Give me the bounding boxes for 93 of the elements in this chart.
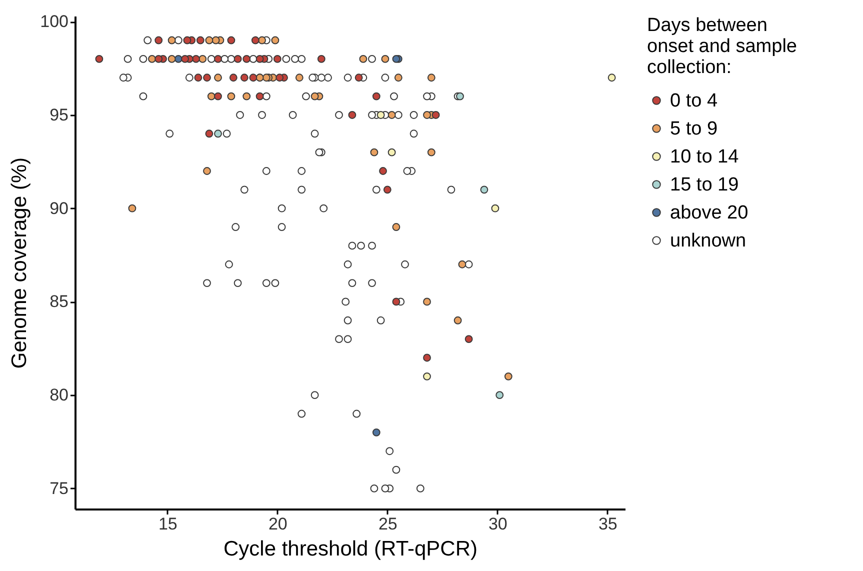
point [242, 54, 251, 63]
point [242, 92, 251, 100]
point [154, 36, 163, 44]
point [249, 74, 258, 82]
legend-title: Days between onset and sample collection: [647, 15, 797, 78]
point [370, 148, 378, 156]
y-tick-label: 75 [50, 478, 68, 498]
point [423, 298, 431, 306]
point [181, 54, 189, 63]
point [240, 74, 248, 82]
point [258, 36, 266, 44]
point [95, 54, 104, 63]
point [427, 74, 436, 82]
point [354, 74, 363, 82]
point [192, 54, 200, 63]
point [227, 36, 236, 44]
point [381, 54, 390, 63]
point [379, 167, 387, 175]
legend-label: 5 to 9 [670, 118, 718, 140]
point [491, 204, 500, 212]
y-tick-label: 95 [50, 105, 68, 124]
point [214, 92, 222, 100]
x-axis-title: Cycle threshold (RT-qPCR) [223, 538, 478, 560]
x-tick-label: 15 [158, 514, 178, 534]
point [359, 54, 368, 63]
point [295, 74, 304, 82]
point [317, 54, 326, 63]
point [276, 74, 284, 82]
point [194, 74, 202, 82]
point [423, 111, 431, 119]
point [348, 111, 356, 119]
point [423, 354, 431, 362]
legend-label: 15 to 19 [670, 174, 739, 196]
point [214, 74, 222, 82]
point [212, 36, 220, 44]
point [196, 36, 204, 44]
legend-label: 0 to 4 [670, 90, 718, 112]
point [372, 92, 380, 100]
point [456, 92, 464, 100]
point [214, 54, 222, 63]
y-axis-title: Genome coverage (%) [8, 157, 32, 369]
y-tick-label: 80 [50, 386, 68, 405]
point [608, 74, 616, 82]
point [148, 54, 156, 63]
point [229, 74, 238, 82]
point [480, 186, 488, 194]
point [376, 111, 385, 119]
point [432, 111, 440, 119]
x-tick-label: 25 [378, 514, 398, 534]
legend-label: unknown [670, 230, 746, 252]
point [496, 391, 504, 400]
point [256, 54, 264, 63]
point [205, 130, 214, 138]
point [205, 36, 214, 44]
point [251, 36, 260, 44]
point [394, 74, 402, 82]
point [128, 204, 136, 212]
point [388, 148, 396, 156]
x-tick-label: 35 [598, 514, 618, 534]
y-tick-label: 85 [50, 292, 68, 312]
point [154, 54, 163, 63]
point [214, 130, 222, 138]
point [168, 54, 176, 63]
point [464, 335, 473, 344]
y-tick-label: 100 [40, 12, 68, 32]
legend-label: 10 to 14 [670, 146, 740, 168]
point [203, 74, 211, 82]
point [168, 36, 176, 44]
point [198, 54, 207, 63]
legend-label: above 20 [670, 202, 748, 224]
point [383, 186, 392, 194]
point [262, 74, 270, 82]
point [271, 36, 280, 44]
point [227, 92, 236, 100]
point [234, 54, 242, 63]
y-tick-label: 90 [50, 198, 68, 218]
point [504, 372, 512, 380]
point [392, 298, 400, 306]
point [454, 316, 462, 324]
point [203, 167, 211, 175]
point [388, 111, 396, 119]
point [310, 92, 319, 100]
point [458, 260, 466, 268]
point [427, 148, 436, 156]
point [273, 54, 282, 63]
point [423, 372, 431, 380]
point [256, 92, 264, 100]
point [207, 92, 216, 100]
point [392, 223, 400, 231]
point [183, 36, 192, 44]
point [372, 428, 380, 436]
x-tick-label: 30 [488, 514, 508, 534]
x-tick-label: 20 [268, 514, 288, 534]
